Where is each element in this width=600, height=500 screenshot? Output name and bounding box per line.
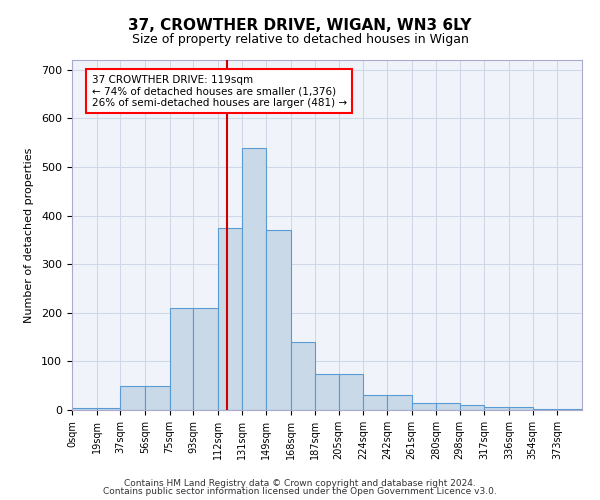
Text: Size of property relative to detached houses in Wigan: Size of property relative to detached ho… bbox=[131, 32, 469, 46]
Bar bbox=[193, 308, 218, 410]
Bar bbox=[339, 374, 364, 410]
Text: 37, CROWTHER DRIVE, WIGAN, WN3 6LY: 37, CROWTHER DRIVE, WIGAN, WN3 6LY bbox=[128, 18, 472, 32]
Bar bbox=[364, 396, 387, 410]
Text: Contains public sector information licensed under the Open Government Licence v3: Contains public sector information licen… bbox=[103, 487, 497, 496]
Bar bbox=[120, 386, 145, 410]
Bar bbox=[266, 230, 290, 410]
Bar bbox=[145, 386, 170, 410]
Bar bbox=[218, 228, 242, 410]
Bar bbox=[484, 406, 509, 410]
Bar bbox=[557, 409, 582, 410]
Bar bbox=[170, 308, 193, 410]
Bar bbox=[460, 405, 484, 410]
Bar bbox=[533, 409, 557, 410]
Bar bbox=[509, 406, 533, 410]
Bar bbox=[436, 402, 460, 410]
Bar bbox=[290, 342, 315, 410]
Text: Contains HM Land Registry data © Crown copyright and database right 2024.: Contains HM Land Registry data © Crown c… bbox=[124, 478, 476, 488]
Bar bbox=[315, 374, 339, 410]
Bar bbox=[97, 408, 120, 410]
Text: 37 CROWTHER DRIVE: 119sqm
← 74% of detached houses are smaller (1,376)
26% of se: 37 CROWTHER DRIVE: 119sqm ← 74% of detac… bbox=[92, 74, 347, 108]
Bar bbox=[72, 408, 97, 410]
Y-axis label: Number of detached properties: Number of detached properties bbox=[24, 148, 34, 322]
Bar bbox=[242, 148, 266, 410]
Bar bbox=[412, 402, 436, 410]
Bar bbox=[387, 396, 412, 410]
